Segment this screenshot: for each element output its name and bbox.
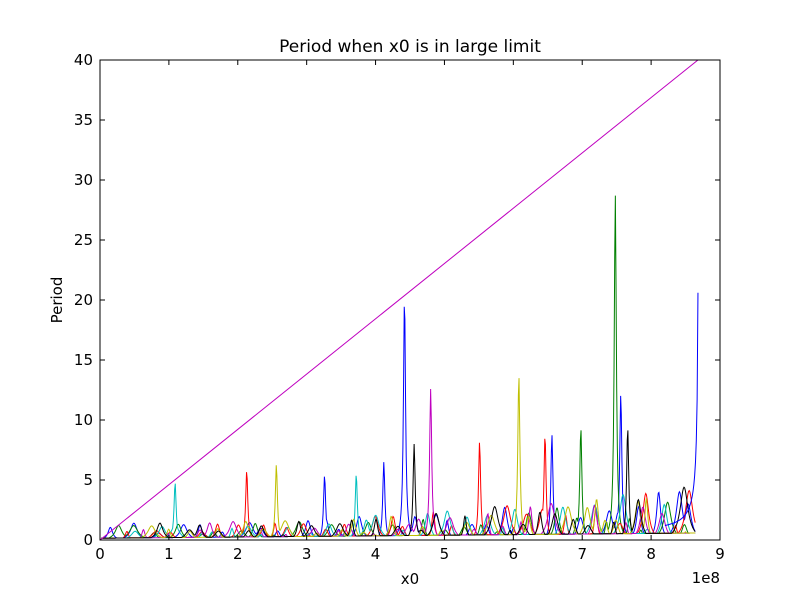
x-tick-label: 9 — [715, 545, 725, 563]
x-tick-label: 0 — [95, 545, 105, 563]
y-tick-label: 25 — [74, 231, 93, 249]
y-tick-label: 35 — [74, 111, 93, 129]
y-tick-label: 20 — [74, 291, 93, 309]
y-axis-label: Period — [48, 277, 66, 324]
y-tick-label: 40 — [74, 51, 93, 69]
period-series-line — [101, 378, 696, 539]
x-tick-label: 8 — [646, 545, 656, 563]
y-tick-label: 5 — [83, 471, 93, 489]
x-tick-label: 7 — [577, 545, 587, 563]
y-tick-label: 30 — [74, 171, 93, 189]
x-tick-label: 3 — [302, 545, 312, 563]
y-tick-label: 10 — [74, 411, 93, 429]
chart-title: Period when x0 is in large limit — [279, 37, 541, 57]
x-tick-label: 6 — [509, 545, 519, 563]
period-series-line — [101, 389, 696, 539]
x-tick-label: 5 — [440, 545, 450, 563]
period-series-line — [101, 430, 696, 539]
x-axis-ticks: 0 1 2 3 4 5 6 7 8 9 — [95, 60, 725, 563]
x-tick-label: 4 — [371, 545, 381, 563]
x-axis-offset-text: 1e8 — [692, 569, 720, 587]
y-tick-label: 0 — [83, 531, 93, 549]
series-group — [100, 60, 699, 540]
y-axis-ticks: 0 5 10 15 20 25 30 35 40 — [74, 51, 720, 549]
blue-tail-line — [664, 292, 699, 527]
x-axis-label: x0 — [401, 570, 419, 588]
x-tick-label: 2 — [233, 545, 243, 563]
diagonal-line — [100, 60, 699, 540]
x-tick-label: 1 — [164, 545, 174, 563]
y-tick-label: 15 — [74, 351, 93, 369]
